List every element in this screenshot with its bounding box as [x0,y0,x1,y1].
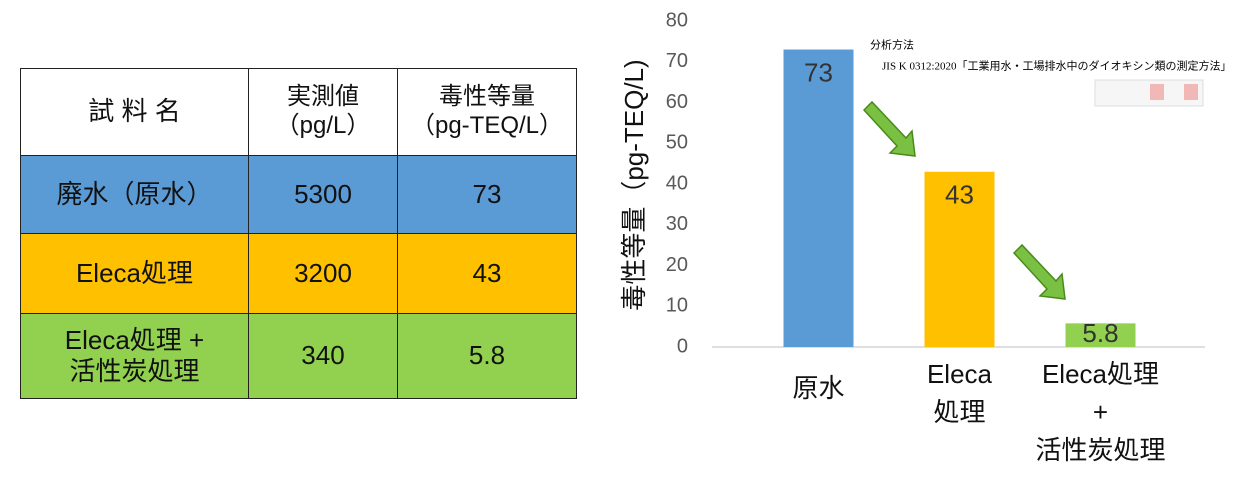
y-tick-label: 0 [677,335,688,357]
value-label: 43 [945,180,974,210]
data-table: 試 料 名 実測値 （pg/L） 毒性等量 （pg-TEQ/L） 廃水（原水） 5… [20,68,577,399]
x-tick-label: Eleca処理+活性炭処理 [1035,359,1165,465]
inset-image [1094,79,1204,107]
annotation: 分析方法 [870,38,914,52]
x-tick-label: Eleca 処理 [927,359,993,427]
table-cell: 73 [397,155,577,234]
table-row: Eleca処理 3200 43 [20,233,577,314]
table-cell: 43 [397,233,577,314]
header-row: 試 料 名 実測値 （pg/L） 毒性等量 （pg-TEQ/L） [20,68,577,156]
y-tick-label: 40 [666,172,688,194]
table-cell: Eleca処理 + 活性炭処理 [20,313,249,399]
bar [783,49,854,348]
bar [924,171,995,347]
table-row: Eleca処理 + 活性炭処理 340 5.8 [20,313,577,399]
y-axis-label: 毒性等量（pg-TEQ/L) [619,59,649,310]
table-cell: 340 [248,313,398,399]
y-tick-label: 70 [666,50,688,72]
y-tick-label: 10 [666,295,688,317]
y-tick-label: 50 [666,132,688,154]
value-label: 73 [804,57,833,87]
table-cell: 5.8 [397,313,577,399]
annotation: JIS K 0312:2020「工業用水・工場排水中のダイオキシン類の測定方法」 [882,59,1232,73]
y-tick-label: 20 [666,254,688,276]
value-label: 5.8 [1082,318,1118,348]
arrow [862,100,1066,300]
y-tick-label: 60 [666,91,688,113]
y-tick-label: 80 [666,9,688,31]
x-tick-label: 原水 [792,373,844,403]
y-tick-label: 30 [666,213,688,235]
header-cell: 試 料 名 [20,68,249,156]
table-cell: Eleca処理 [20,233,249,314]
bar [1065,323,1136,347]
